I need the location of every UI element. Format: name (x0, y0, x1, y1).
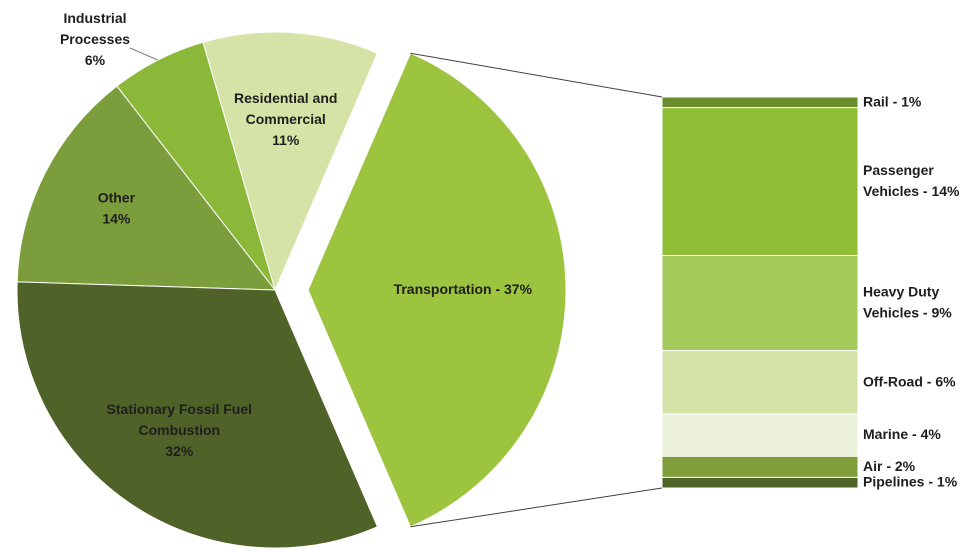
bar-segment (661, 107, 859, 257)
connector-line (410, 487, 663, 528)
data-label: Other 14% (98, 189, 136, 226)
data-label: Rail - 1% (863, 93, 922, 109)
data-label: Residential and Commercial 11% (234, 90, 337, 148)
bar-segment (661, 476, 859, 489)
data-label: Stationary Fossil Fuel Combustion 32% (107, 401, 252, 459)
pie-slice (307, 52, 567, 528)
bar-segment (661, 96, 859, 109)
data-label: Air - 2% (863, 458, 916, 474)
pie-slice (16, 85, 277, 291)
data-label: Industrial Processes 6% (60, 10, 130, 68)
bar-segment (661, 455, 859, 478)
data-label: Transportation - 37% (394, 281, 533, 297)
data-label: Passenger Vehicles - 14% (863, 162, 960, 199)
pie-slice (202, 31, 379, 292)
data-label: Heavy Duty Vehicles - 9% (863, 283, 952, 320)
data-label: Marine - 4% (863, 426, 941, 442)
connector-line (410, 52, 663, 98)
bar-segment (661, 350, 859, 415)
leader-line (129, 47, 159, 61)
bar-segment (661, 255, 859, 352)
pie-slice (16, 281, 379, 549)
data-label: Pipelines - 1% (863, 473, 958, 489)
data-label: Off-Road - 6% (863, 373, 956, 389)
bar-segment (661, 413, 859, 457)
